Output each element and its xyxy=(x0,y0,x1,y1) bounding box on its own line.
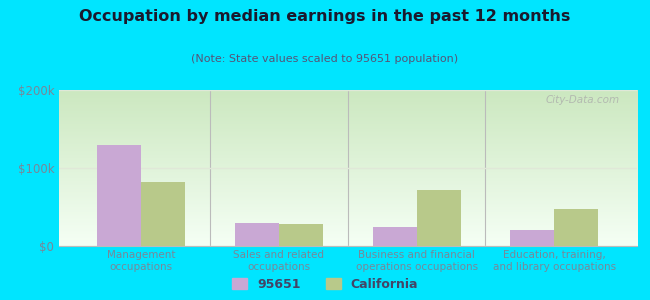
Bar xyxy=(372,226,417,246)
Text: Occupation by median earnings in the past 12 months: Occupation by median earnings in the pas… xyxy=(79,9,571,24)
Bar xyxy=(235,223,279,246)
Bar xyxy=(417,190,461,246)
Bar xyxy=(279,224,323,246)
Text: (Note: State values scaled to 95651 population): (Note: State values scaled to 95651 popu… xyxy=(192,54,458,64)
Bar xyxy=(554,208,599,246)
Text: City-Data.com: City-Data.com xyxy=(545,95,619,105)
Bar xyxy=(97,145,141,246)
Bar xyxy=(510,230,554,246)
Bar xyxy=(141,182,185,246)
Legend: 95651, California: 95651, California xyxy=(232,278,418,291)
